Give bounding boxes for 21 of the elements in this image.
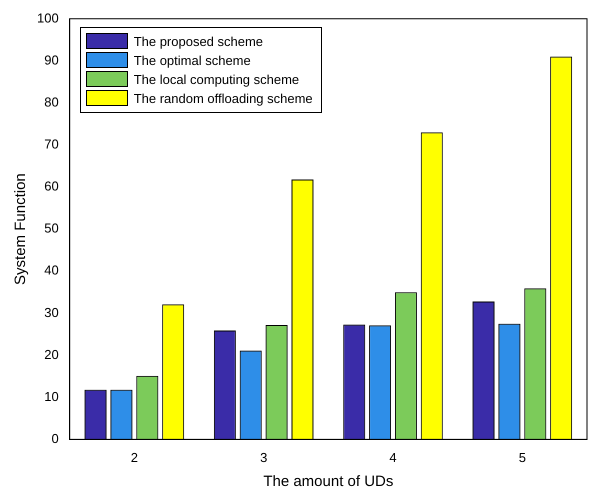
y-tick-label: 80 xyxy=(44,94,59,110)
y-tick-label: 20 xyxy=(44,346,59,362)
y-tick-label: 90 xyxy=(44,52,59,68)
x-tick-label: 3 xyxy=(260,450,268,465)
legend-label: The local computing scheme xyxy=(134,72,300,87)
legend-label: The optimal scheme xyxy=(134,52,251,68)
y-tick-label: 100 xyxy=(36,10,59,26)
y-tick-label: 50 xyxy=(44,220,59,236)
x-tick-label: 4 xyxy=(389,450,397,465)
y-axis-title: System Function xyxy=(12,173,30,285)
legend-label: The random offloading scheme xyxy=(134,90,313,106)
x-tick-label: 2 xyxy=(130,450,138,465)
y-tick-label: 70 xyxy=(44,136,59,152)
legend-label: The proposed scheme xyxy=(134,34,264,49)
x-tick-label: 5 xyxy=(518,450,526,465)
y-tick-label: 60 xyxy=(44,178,59,194)
y-tick-label: 30 xyxy=(44,304,59,320)
y-tick-label: 40 xyxy=(44,262,59,278)
y-tick-label: 10 xyxy=(44,388,59,404)
y-tick-label: 0 xyxy=(51,430,59,446)
x-axis-title: The amount of UDs xyxy=(263,473,394,490)
